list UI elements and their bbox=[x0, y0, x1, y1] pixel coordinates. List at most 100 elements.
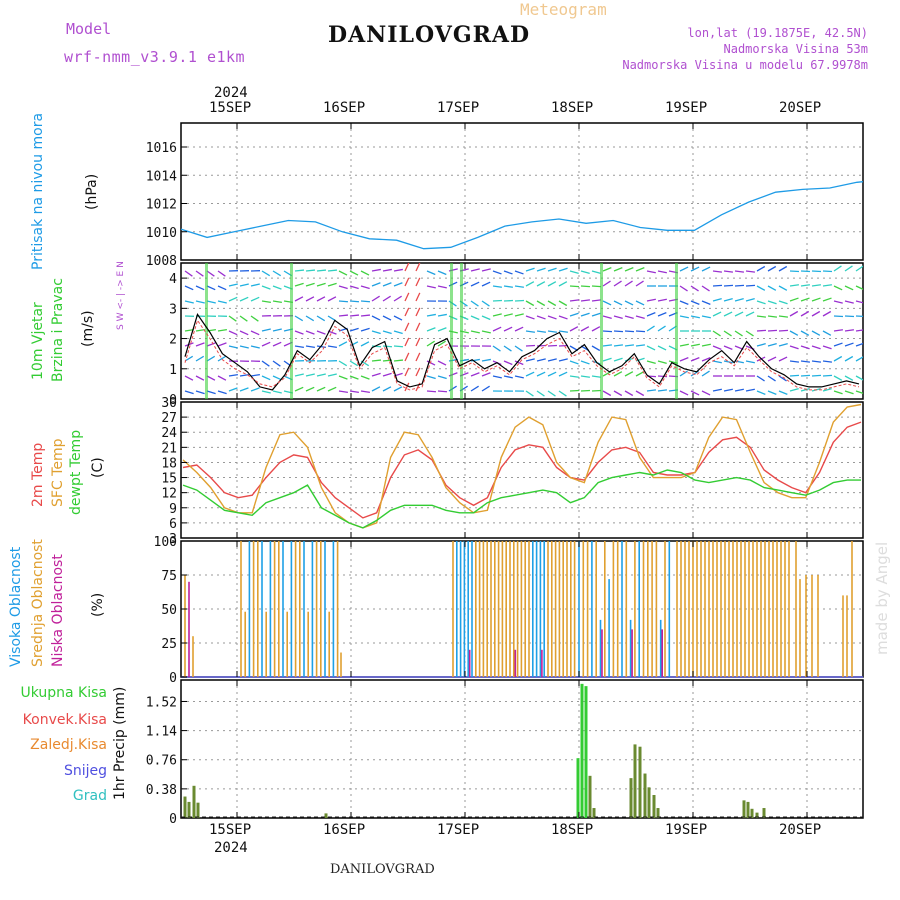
wind-barb bbox=[294, 269, 305, 272]
wind-barb bbox=[558, 358, 568, 362]
wind-barb bbox=[338, 270, 348, 276]
wind-barb bbox=[371, 345, 382, 348]
wind-barb bbox=[822, 345, 832, 350]
wind-barb bbox=[327, 345, 337, 349]
wind-barb bbox=[833, 300, 843, 304]
wind-barb bbox=[657, 389, 668, 392]
wind-barb bbox=[591, 312, 601, 317]
wind-barb bbox=[624, 344, 635, 347]
wind-barb bbox=[613, 267, 623, 272]
wind-barb bbox=[701, 357, 711, 362]
wind-barb bbox=[492, 270, 502, 275]
wind-barb bbox=[206, 270, 215, 277]
pressure-ytick-label: 1008 bbox=[146, 254, 177, 269]
wind-barb bbox=[195, 390, 205, 395]
wind-barb bbox=[525, 267, 535, 272]
wind-barb bbox=[481, 268, 491, 272]
wind-barb bbox=[481, 315, 491, 321]
wind-barb bbox=[349, 300, 360, 303]
pressure-ytick-label: 1012 bbox=[146, 198, 177, 213]
legend-frozen-rain: Zaledj.Kisa bbox=[30, 737, 107, 753]
wind-barb bbox=[822, 388, 832, 392]
wind-barb bbox=[558, 267, 568, 272]
wind-barb bbox=[316, 269, 327, 272]
wind-barb bbox=[349, 285, 359, 290]
wind-barb bbox=[811, 284, 822, 287]
wind-barb bbox=[536, 371, 546, 377]
wind-barb bbox=[580, 312, 590, 317]
wind-barb bbox=[404, 367, 410, 377]
wind-barb bbox=[844, 355, 854, 362]
legend-hail: Grad bbox=[72, 788, 107, 804]
wind-barb bbox=[679, 357, 689, 362]
wind-barb bbox=[734, 330, 743, 337]
wind-barb bbox=[239, 315, 248, 322]
wind-barb bbox=[646, 360, 656, 364]
wind-barb bbox=[525, 315, 535, 320]
wind-barb bbox=[613, 357, 623, 362]
top-day-15: 15SEP bbox=[209, 100, 252, 116]
wind-barb bbox=[503, 360, 513, 366]
wind-barb bbox=[569, 375, 580, 378]
wind-barb bbox=[415, 367, 421, 377]
wind-barb bbox=[602, 330, 613, 333]
wind-barb bbox=[382, 282, 392, 287]
wind-barb bbox=[712, 284, 723, 287]
cloud-ytick-label: 25 bbox=[161, 637, 177, 652]
wind-barb bbox=[624, 315, 634, 319]
wind-barb bbox=[360, 341, 370, 347]
wind-gust-band bbox=[675, 263, 678, 399]
wind-barb bbox=[250, 283, 260, 287]
wind-barb bbox=[437, 313, 447, 317]
wind-barb bbox=[745, 360, 755, 364]
wind-barb bbox=[294, 330, 304, 335]
wind-barb bbox=[822, 330, 832, 336]
bottom-day-16: 16SEP bbox=[323, 822, 366, 838]
wind-barb bbox=[382, 372, 392, 377]
wind-barb bbox=[393, 386, 403, 392]
wind-barb bbox=[602, 315, 612, 319]
wind-barb bbox=[184, 300, 194, 304]
wind-barb bbox=[657, 345, 667, 351]
wind-barb bbox=[800, 374, 811, 377]
wind-barb bbox=[767, 300, 777, 305]
wind-barb bbox=[184, 390, 194, 395]
wind-barb bbox=[426, 375, 436, 380]
wind-barb bbox=[811, 345, 821, 350]
wind-barb bbox=[217, 355, 227, 362]
wind-barb bbox=[481, 385, 490, 392]
wind-barb bbox=[217, 342, 227, 347]
wind-barb bbox=[228, 315, 237, 322]
wind-barb bbox=[811, 297, 821, 302]
wind-barb bbox=[404, 277, 410, 287]
precip-frame bbox=[180, 679, 864, 819]
wind-barb bbox=[360, 270, 370, 276]
wind-barb bbox=[591, 285, 602, 288]
wind-barb bbox=[338, 390, 348, 394]
precip-bar bbox=[584, 686, 588, 818]
wind-barb bbox=[514, 313, 524, 317]
bottom-day-19: 19SEP bbox=[665, 822, 708, 838]
precip-ytick-label: 0 bbox=[169, 812, 177, 827]
wind-barb bbox=[250, 373, 260, 377]
wind-barb bbox=[426, 270, 436, 276]
wind-barb bbox=[404, 292, 410, 302]
wind-barb bbox=[195, 355, 205, 362]
wind-barb bbox=[580, 285, 591, 288]
wind-gust-band bbox=[600, 263, 603, 399]
wind-barb bbox=[745, 270, 756, 273]
wind-barb bbox=[536, 267, 546, 272]
station-title: DANILOVGRAD bbox=[328, 22, 531, 48]
wind-barb bbox=[327, 282, 337, 287]
wind-barb bbox=[624, 390, 634, 397]
wind-barb bbox=[756, 300, 766, 305]
wind-barb bbox=[437, 285, 447, 289]
wind-barb bbox=[349, 270, 359, 276]
precip-ytick-label: 0.76 bbox=[146, 754, 177, 769]
wind-barb bbox=[470, 330, 480, 334]
wind-barb bbox=[778, 329, 789, 332]
wind-barb bbox=[822, 310, 832, 317]
bottom-day-20: 20SEP bbox=[779, 822, 822, 838]
wind-barb bbox=[657, 312, 667, 317]
legend-snow: Snijeg bbox=[63, 763, 107, 779]
